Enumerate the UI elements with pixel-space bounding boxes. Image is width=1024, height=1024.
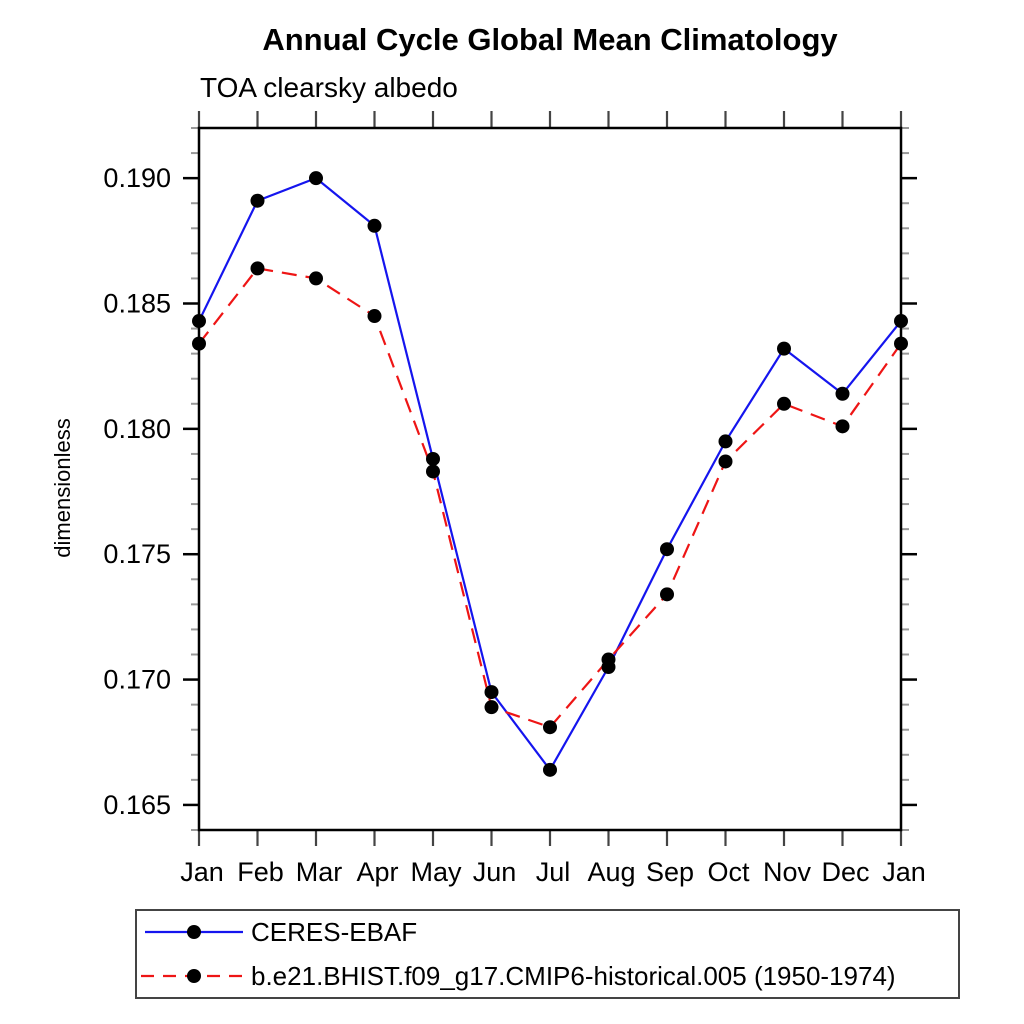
series-line-1: [198, 267, 902, 729]
legend-sample-solid-line: [145, 925, 243, 939]
y-tick-label: 0.185: [103, 289, 171, 319]
data-point-marker: [309, 271, 323, 286]
y-tick-label: 0.165: [103, 790, 171, 820]
legend-item-ceres: CERES-EBAF: [141, 911, 958, 953]
data-point-marker: [835, 386, 850, 401]
x-tick-label: Nov: [763, 857, 812, 887]
data-point-marker: [660, 587, 674, 602]
data-point-marker: [250, 193, 265, 208]
x-tick-label: Jan: [882, 857, 926, 887]
chart-title: Annual Cycle Global Mean Climatology: [262, 22, 838, 57]
x-tick-label: Feb: [237, 857, 284, 887]
data-point-marker: [309, 171, 323, 186]
data-point-marker: [192, 336, 206, 351]
y-tick-label: 0.175: [103, 539, 171, 569]
data-point-marker: [543, 762, 557, 777]
x-tick-label: Mar: [296, 857, 343, 887]
data-point-marker: [426, 451, 440, 466]
data-point-marker: [894, 336, 908, 351]
data-point-marker: [484, 700, 499, 715]
x-tick-label: Apr: [356, 857, 398, 887]
x-tick-label: Dec: [821, 857, 869, 887]
x-tick-label: Aug: [587, 857, 635, 887]
x-tick-label: Jan: [180, 857, 224, 887]
x-tick-label: Jun: [473, 857, 517, 887]
legend-item-model: b.e21.BHIST.f09_g17.CMIP6-historical.005…: [141, 955, 958, 997]
y-tick-label: 0.170: [103, 665, 171, 695]
x-tick-label: Oct: [707, 857, 750, 887]
x-tick-label: Sep: [646, 857, 694, 887]
chart-subtitle: TOA clearsky albedo: [200, 72, 458, 103]
series-line-0: [198, 176, 902, 772]
y-tick-label: 0.180: [103, 414, 171, 444]
data-point-marker: [718, 434, 733, 449]
data-point-marker: [777, 396, 791, 411]
data-point-marker: [601, 652, 616, 667]
legend-label-ceres: CERES-EBAF: [251, 916, 418, 947]
y-tick-label: 0.190: [103, 163, 171, 193]
x-tick-label: May: [410, 857, 462, 887]
data-point-marker: [543, 720, 557, 735]
data-point-marker: [894, 314, 908, 329]
plot-frame: [197, 126, 903, 832]
legend-marker-icon: [187, 969, 201, 983]
data-point-marker: [250, 261, 265, 276]
data-point-marker: [777, 341, 791, 356]
data-point-marker: [718, 454, 733, 469]
legend-label-model: b.e21.BHIST.f09_g17.CMIP6-historical.005…: [251, 960, 896, 991]
data-point-marker: [192, 314, 206, 329]
data-point-marker: [367, 218, 382, 233]
legend-sample-dashed-line: [141, 969, 243, 983]
data-point-marker: [660, 542, 674, 557]
data-point-marker: [426, 464, 440, 479]
plot-area: 0.165 0.170 0.175 0.180 0.185 0.190 Jan Feb Mar A…: [103, 111, 926, 887]
legend-marker-icon: [187, 925, 201, 939]
data-point-marker: [835, 419, 850, 434]
x-tick-label: Jul: [536, 857, 571, 887]
data-point-marker: [484, 685, 499, 700]
legend-box: CERES-EBAF b.e21.BHIST.f09_g17.CMIP6-his…: [135, 909, 960, 999]
data-point-marker: [367, 309, 382, 324]
